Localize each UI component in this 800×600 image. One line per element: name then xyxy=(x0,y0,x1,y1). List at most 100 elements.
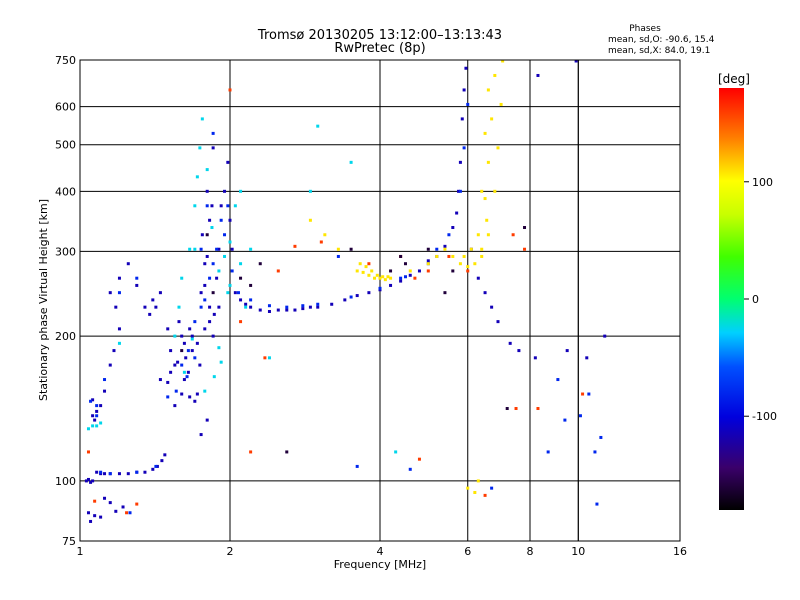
data-point xyxy=(443,291,447,295)
data-point xyxy=(308,218,312,222)
data-point xyxy=(578,414,582,418)
data-point xyxy=(95,404,99,408)
data-point xyxy=(117,327,121,331)
data-point xyxy=(226,291,230,295)
data-point xyxy=(466,269,470,273)
data-point xyxy=(143,305,147,309)
data-point xyxy=(125,511,129,515)
data-point xyxy=(154,464,158,468)
data-point xyxy=(523,226,527,230)
colorbar-ticks: 100 0 -100 xyxy=(744,176,777,423)
x-tick-label: 16 xyxy=(673,545,687,558)
x-tick-labels: 1 2 4 6 8 10 16 xyxy=(77,545,688,558)
y-tick-label: 300 xyxy=(55,245,76,258)
data-point xyxy=(239,276,243,280)
y-tick-label: 200 xyxy=(55,330,76,343)
data-point xyxy=(473,490,477,494)
data-point xyxy=(108,472,112,476)
data-point xyxy=(249,298,253,302)
data-point xyxy=(226,204,230,208)
data-point xyxy=(490,486,494,490)
data-point xyxy=(455,211,459,215)
colorbar-tick-label: 0 xyxy=(752,293,759,306)
data-point xyxy=(443,244,447,248)
x-tick-label: 1 xyxy=(77,545,84,558)
data-point xyxy=(239,298,243,302)
data-point xyxy=(103,472,107,476)
colorbar-tick-label: -100 xyxy=(752,410,777,423)
data-point xyxy=(276,269,280,273)
data-point xyxy=(210,204,214,208)
data-point xyxy=(117,276,121,280)
data-point xyxy=(451,269,455,273)
data-point xyxy=(457,189,461,193)
data-point xyxy=(476,276,480,280)
data-point xyxy=(208,305,212,309)
data-point xyxy=(403,262,407,266)
data-point xyxy=(373,276,377,280)
data-point xyxy=(158,378,162,382)
data-point xyxy=(223,233,227,237)
data-point xyxy=(514,407,518,411)
data-point xyxy=(169,370,173,374)
data-point xyxy=(91,398,95,402)
data-point xyxy=(188,327,192,331)
data-point xyxy=(367,291,371,295)
data-point xyxy=(199,433,203,437)
data-point xyxy=(435,247,439,251)
data-point xyxy=(408,273,412,277)
data-point xyxy=(112,349,116,353)
data-point xyxy=(154,305,158,309)
data-point xyxy=(276,308,280,312)
data-point xyxy=(200,233,204,237)
data-point xyxy=(408,467,412,471)
data-point xyxy=(93,418,97,422)
data-point xyxy=(91,414,95,418)
data-point xyxy=(483,197,487,201)
data-point xyxy=(103,378,107,382)
data-point xyxy=(249,247,253,251)
data-point xyxy=(249,283,253,287)
data-point xyxy=(93,514,97,518)
data-point xyxy=(211,334,215,338)
data-point xyxy=(208,218,212,222)
data-point xyxy=(233,291,237,295)
data-point xyxy=(226,160,230,164)
data-point xyxy=(399,276,403,280)
chart-title: Tromsø 20130205 13:12:00–13:13:43 xyxy=(257,28,502,43)
data-point xyxy=(193,204,197,208)
data-point xyxy=(95,424,99,428)
data-point xyxy=(285,308,289,312)
data-point xyxy=(349,160,353,164)
data-point xyxy=(536,407,540,411)
data-point xyxy=(501,59,505,63)
data-point xyxy=(595,502,599,506)
data-point xyxy=(336,247,340,251)
data-point xyxy=(135,276,139,280)
data-point xyxy=(267,304,271,308)
data-point xyxy=(180,392,184,396)
data-point xyxy=(93,499,97,503)
x-axis-label: Frequency [MHz] xyxy=(334,558,426,571)
data-point xyxy=(219,204,223,208)
data-point xyxy=(386,275,390,279)
data-point xyxy=(563,418,567,422)
data-point xyxy=(203,262,207,266)
data-point xyxy=(413,276,417,280)
data-point xyxy=(193,399,197,403)
data-point xyxy=(462,88,466,92)
data-point xyxy=(176,360,180,364)
data-point xyxy=(399,254,403,258)
data-point xyxy=(378,276,382,280)
data-point xyxy=(469,247,473,251)
data-point xyxy=(188,247,192,251)
data-point xyxy=(480,247,484,251)
data-point xyxy=(203,283,207,287)
data-point xyxy=(536,73,540,77)
data-point xyxy=(603,334,607,338)
x-tick-label: 10 xyxy=(571,545,585,558)
data-point xyxy=(215,276,219,280)
y-tick-label: 500 xyxy=(55,139,76,152)
data-point xyxy=(182,370,186,374)
data-point xyxy=(330,302,334,306)
